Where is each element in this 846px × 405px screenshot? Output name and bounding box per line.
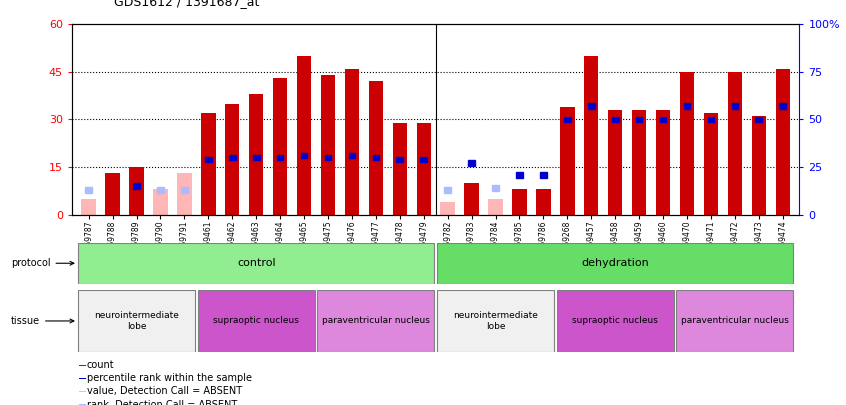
Bar [229, 155, 235, 160]
Bar [300, 153, 307, 158]
Bar [201, 113, 216, 215]
Bar [393, 123, 407, 215]
Text: GDS1612 / 1391687_at: GDS1612 / 1391687_at [114, 0, 260, 8]
Bar [80, 378, 85, 379]
Bar [557, 290, 673, 352]
Bar [437, 290, 554, 352]
Bar [416, 123, 431, 215]
Bar [676, 290, 794, 352]
Bar [85, 187, 92, 193]
Bar [488, 199, 503, 215]
Bar [253, 155, 260, 160]
Bar [707, 117, 714, 122]
Bar [420, 157, 427, 162]
Text: value, Detection Call = ABSENT: value, Detection Call = ABSENT [87, 386, 242, 396]
Bar [660, 117, 667, 122]
Bar [80, 365, 85, 366]
Bar [704, 113, 718, 215]
Bar [78, 243, 435, 284]
Text: neurointermediate
lobe: neurointermediate lobe [453, 311, 538, 330]
Bar [728, 72, 742, 215]
Text: percentile rank within the sample: percentile rank within the sample [87, 373, 252, 384]
Bar [584, 56, 598, 215]
Text: neurointermediate
lobe: neurointermediate lobe [94, 311, 179, 330]
Bar [297, 56, 311, 215]
Bar [198, 290, 315, 352]
Bar [78, 290, 195, 352]
Bar [344, 69, 359, 215]
Bar [684, 103, 690, 109]
Bar [564, 117, 571, 122]
Bar [321, 75, 335, 215]
Text: paraventricular nucleus: paraventricular nucleus [681, 316, 788, 326]
Bar [464, 183, 479, 215]
Bar [656, 110, 670, 215]
Bar [732, 103, 739, 109]
Bar [317, 290, 435, 352]
Bar [273, 78, 288, 215]
Bar [249, 94, 263, 215]
Bar [349, 153, 355, 158]
Text: count: count [87, 360, 114, 371]
Bar [81, 199, 96, 215]
Text: paraventricular nucleus: paraventricular nucleus [322, 316, 430, 326]
Bar [80, 391, 85, 392]
Bar [437, 243, 794, 284]
Bar [157, 187, 164, 193]
Bar [635, 117, 642, 122]
Bar [608, 110, 623, 215]
Text: rank, Detection Call = ABSENT: rank, Detection Call = ABSENT [87, 400, 237, 405]
Bar [325, 155, 332, 160]
Bar [106, 173, 120, 215]
Bar [372, 155, 379, 160]
Bar [369, 81, 383, 215]
Bar [680, 72, 695, 215]
Bar [80, 404, 85, 405]
Bar [133, 183, 140, 189]
Bar [153, 189, 168, 215]
Bar [177, 173, 191, 215]
Bar [588, 103, 595, 109]
Bar [751, 116, 766, 215]
Bar [205, 157, 212, 162]
Bar [129, 167, 144, 215]
Bar [776, 69, 790, 215]
Bar [779, 103, 786, 109]
Bar [540, 172, 547, 177]
Bar [181, 187, 188, 193]
Text: supraoptic nucleus: supraoptic nucleus [572, 316, 658, 326]
Text: supraoptic nucleus: supraoptic nucleus [213, 316, 299, 326]
Text: dehydration: dehydration [581, 258, 649, 268]
Bar [277, 155, 283, 160]
Bar [444, 187, 451, 193]
Text: protocol: protocol [11, 258, 74, 268]
Bar [225, 104, 239, 215]
Text: tissue: tissue [11, 316, 74, 326]
Bar [468, 160, 475, 166]
Bar [755, 117, 762, 122]
Text: control: control [237, 258, 276, 268]
Bar [516, 172, 523, 177]
Bar [513, 189, 526, 215]
Bar [397, 157, 404, 162]
Bar [632, 110, 646, 215]
Bar [560, 107, 574, 215]
Bar [536, 189, 551, 215]
Bar [492, 185, 499, 191]
Bar [612, 117, 618, 122]
Bar [441, 202, 455, 215]
